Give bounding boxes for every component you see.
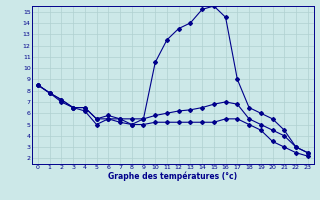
X-axis label: Graphe des températures (°c): Graphe des températures (°c) xyxy=(108,172,237,181)
